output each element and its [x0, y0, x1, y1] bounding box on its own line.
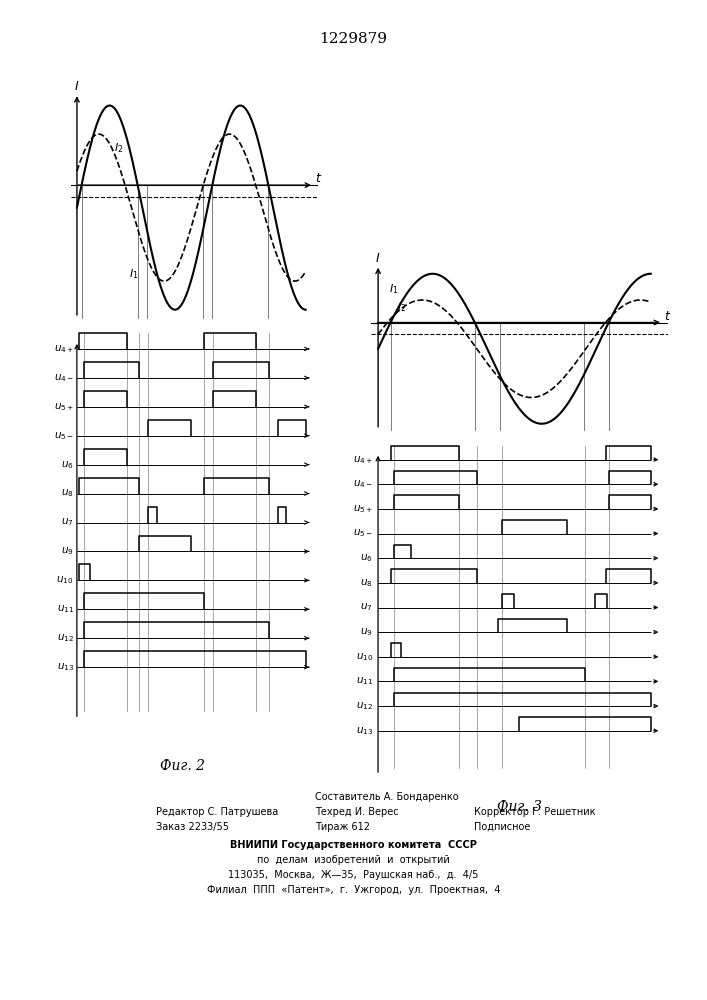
Text: ВНИИПИ Государственного комитета  СССР: ВНИИПИ Государственного комитета СССР — [230, 840, 477, 850]
Text: $u_{10}$: $u_{10}$ — [356, 651, 373, 663]
Text: 1229879: 1229879 — [320, 32, 387, 46]
Text: $u_7$: $u_7$ — [361, 602, 373, 613]
Text: $u_{12}$: $u_{12}$ — [57, 632, 74, 644]
Text: $u_6$: $u_6$ — [61, 459, 74, 471]
Text: $u_{4-}$: $u_{4-}$ — [353, 478, 373, 490]
Text: $u_{5-}$: $u_{5-}$ — [54, 430, 74, 442]
Text: $I_2$: $I_2$ — [115, 141, 124, 155]
Text: Техред И. Верес: Техред И. Верес — [315, 807, 398, 817]
Text: $I$: $I$ — [74, 80, 79, 93]
Text: $u_{4-}$: $u_{4-}$ — [54, 372, 74, 384]
Text: $u_{11}$: $u_{11}$ — [356, 676, 373, 687]
Text: $u_{13}$: $u_{13}$ — [356, 725, 373, 737]
Text: $u_{10}$: $u_{10}$ — [57, 574, 74, 586]
Text: $u_{4+}$: $u_{4+}$ — [54, 343, 74, 355]
Text: Фиг. 3: Фиг. 3 — [497, 800, 542, 814]
Text: 113035,  Москва,  Ж—35,  Раушская наб.,  д.  4/5: 113035, Москва, Ж—35, Раушская наб., д. … — [228, 870, 479, 880]
Text: $u_{11}$: $u_{11}$ — [57, 603, 74, 615]
Text: Тираж 612: Тираж 612 — [315, 822, 370, 832]
Text: по  делам  изобретений  и  открытий: по делам изобретений и открытий — [257, 855, 450, 865]
Text: $I_1$: $I_1$ — [129, 267, 139, 281]
Text: Фиг. 2: Фиг. 2 — [160, 759, 204, 773]
Text: $t$: $t$ — [664, 310, 671, 322]
Text: $I_1$: $I_1$ — [389, 282, 398, 296]
Text: Редактор С. Патрушева: Редактор С. Патрушева — [156, 807, 278, 817]
Text: $u_9$: $u_9$ — [360, 626, 373, 638]
Text: Корректор Г. Решетник: Корректор Г. Решетник — [474, 807, 595, 817]
Text: $t$: $t$ — [315, 172, 322, 185]
Text: Филиал  ППП  «Патент»,  г.  Ужгород,  ул.  Проектная,  4: Филиал ППП «Патент», г. Ужгород, ул. Про… — [206, 885, 501, 895]
Text: $u_8$: $u_8$ — [61, 488, 74, 499]
Text: $u_{5-}$: $u_{5-}$ — [353, 528, 373, 539]
Text: $I_2$: $I_2$ — [397, 300, 407, 314]
Text: $u_{5+}$: $u_{5+}$ — [353, 503, 373, 515]
Text: Подписное: Подписное — [474, 822, 530, 832]
Text: $u_{12}$: $u_{12}$ — [356, 700, 373, 712]
Text: $u_9$: $u_9$ — [61, 546, 74, 557]
Text: Составитель А. Бондаренко: Составитель А. Бондаренко — [315, 792, 458, 802]
Text: $u_6$: $u_6$ — [360, 552, 373, 564]
Text: $u_8$: $u_8$ — [360, 577, 373, 589]
Text: Заказ 2233/55: Заказ 2233/55 — [156, 822, 228, 832]
Text: $u_7$: $u_7$ — [62, 517, 74, 528]
Text: $I$: $I$ — [375, 252, 380, 265]
Text: $u_{5+}$: $u_{5+}$ — [54, 401, 74, 413]
Text: $u_{4+}$: $u_{4+}$ — [353, 454, 373, 466]
Text: $u_{13}$: $u_{13}$ — [57, 661, 74, 673]
